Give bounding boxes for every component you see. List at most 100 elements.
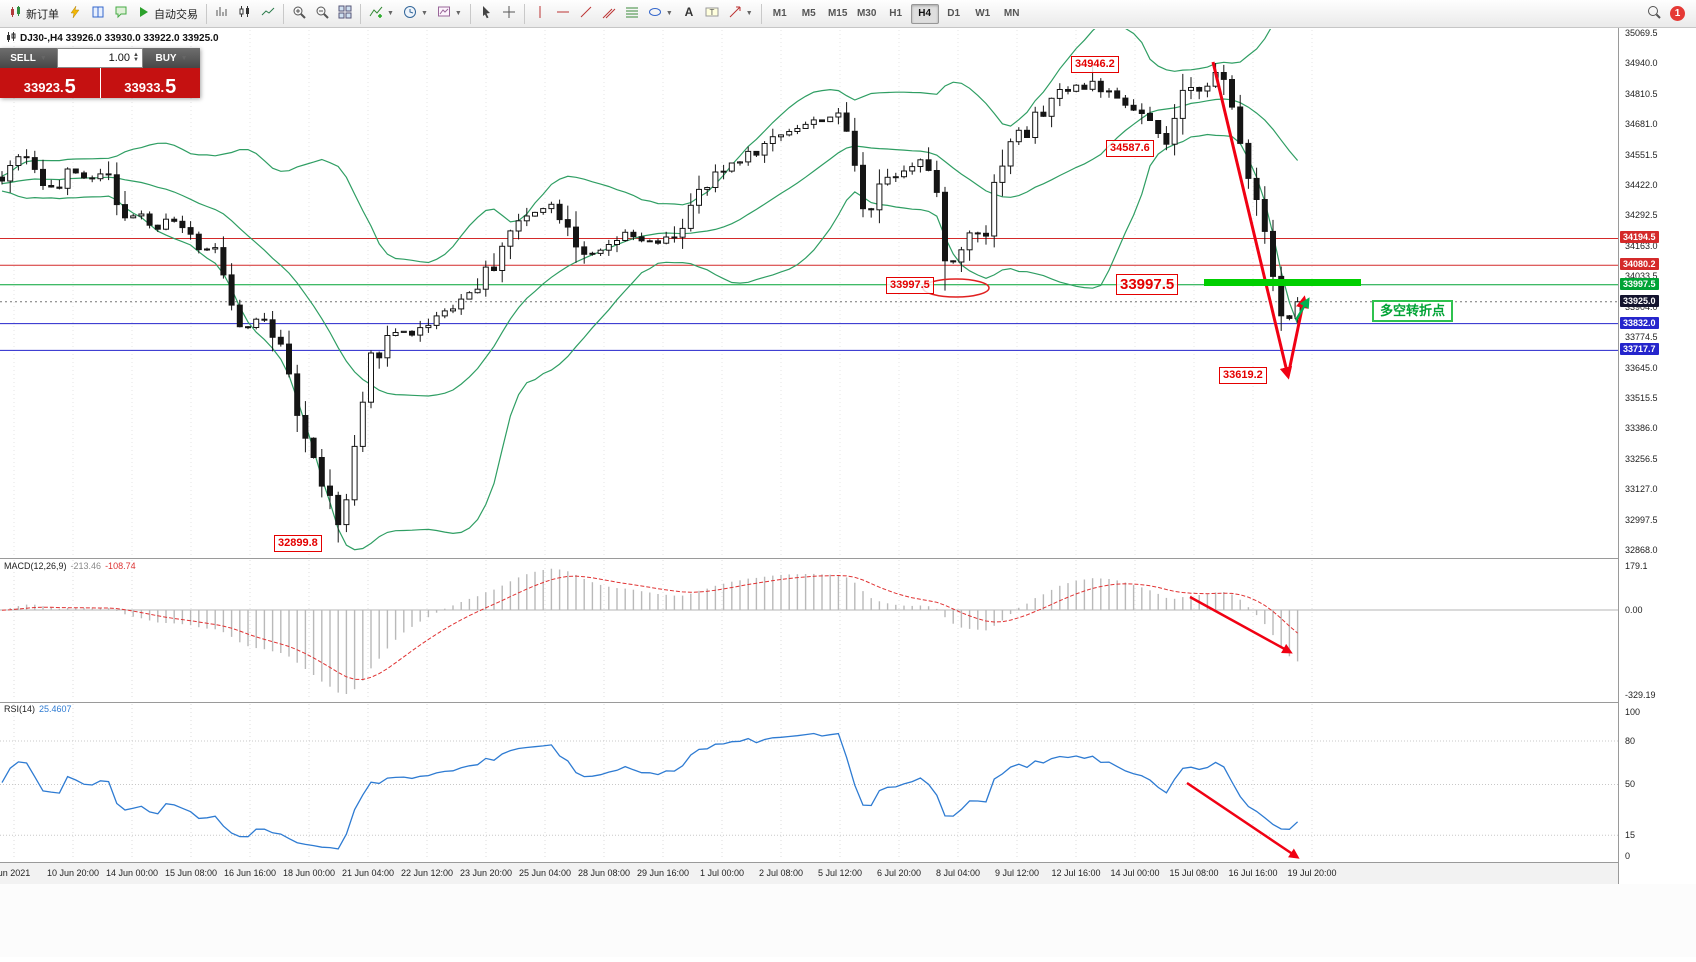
market-watch-button[interactable] [87, 3, 109, 25]
axis-tick-label: 33386.0 [1625, 423, 1658, 434]
price-annotation-bottom-low[interactable]: 32899.8 [274, 535, 322, 552]
timeframe-h4-button[interactable]: H4 [910, 3, 939, 24]
tile-windows-button[interactable] [334, 3, 356, 25]
zoom-out-button[interactable] [311, 3, 333, 25]
chevron-down-icon: ▼ [180, 54, 188, 62]
price-marker: 34080.2 [1620, 258, 1659, 271]
indicators-button[interactable]: ▼ [365, 3, 398, 25]
lightning-icon [68, 5, 82, 22]
axis-tick-label: 33127.0 [1625, 484, 1658, 495]
texta-icon: A [682, 5, 696, 22]
toolbar-separator [360, 3, 361, 24]
timeframe-w1-button[interactable]: W1 [975, 8, 991, 19]
time-tick-label: 18 Jun 00:00 [282, 868, 336, 878]
buy-price-button[interactable]: 33933. 5 [99, 68, 200, 98]
price-annotation-high[interactable]: 34946.2 [1071, 56, 1119, 73]
time-tick-label: 2 Jul 08:00 [758, 868, 804, 878]
turning-point-note[interactable]: 多空转折点 [1372, 300, 1454, 322]
time-tick-label: 6 Jul 20:00 [876, 868, 922, 878]
time-tick-label: 10 Jun 20:00 [46, 868, 100, 878]
axis-tick-label: 34681.0 [1625, 119, 1658, 130]
toolbar: 新订单 自动交易 ▼ ▼ ▼ ▼ A T ▼ M1 M5 M15 M30 H1 H4 D1 W1 MN 1 [0, 0, 1696, 28]
time-tick-label: 16 Jul 16:00 [1228, 868, 1278, 878]
axis-tick-label: 15 [1625, 830, 1636, 840]
axis-tick-label: 0 [1625, 851, 1631, 861]
axis-tick-label: 0.00 [1625, 605, 1643, 615]
price-annotation-swing-low[interactable]: 33619.2 [1219, 367, 1267, 384]
ohlc-text: DJ30-,H4 33926.0 33930.0 33922.0 33925.0 [20, 33, 219, 44]
hline-icon [556, 5, 570, 22]
price-annotation-secondary-high[interactable]: 34587.6 [1106, 140, 1154, 157]
periods-button[interactable]: ▼ [399, 3, 432, 25]
timeframe-m15-button[interactable]: M15 [827, 8, 848, 19]
panel-separator[interactable] [0, 558, 1618, 559]
timeframe-mn-button[interactable]: MN [1003, 8, 1020, 19]
axis-tick-label: 33256.5 [1625, 453, 1658, 464]
line-chart-button[interactable] [257, 3, 279, 25]
channel-button[interactable] [598, 3, 620, 25]
template-icon [437, 5, 451, 22]
toolbar-separator [469, 3, 471, 24]
label-button[interactable]: T [701, 3, 723, 25]
one-click-trading-panel: SELL ▼ 1.00 ▲ ▼ BUY ▼ 33923. 5 33933. 5 [0, 48, 200, 98]
fibonacci-button[interactable] [621, 3, 643, 25]
sell-price-button[interactable]: 33923. 5 [0, 68, 100, 98]
horizontal-line-button[interactable] [552, 3, 574, 25]
price-annotation-key-level[interactable]: 33997.5 [1116, 274, 1179, 295]
search-button[interactable] [1643, 3, 1665, 25]
trendline-button[interactable] [575, 3, 597, 25]
buy-button[interactable]: BUY ▼ [143, 48, 200, 68]
vline-icon [533, 5, 547, 22]
timeframe-m5-button[interactable]: M5 [801, 8, 816, 19]
tile-icon [338, 5, 352, 22]
sell-button[interactable]: SELL ▼ [0, 48, 57, 68]
time-tick-label: 15 Jun 08:00 [164, 868, 218, 878]
chart-title-ohlc: DJ30-,H4 33926.0 33930.0 33922.0 33925.0 [6, 32, 219, 45]
volume-input[interactable]: 1.00 ▲ ▼ [57, 48, 143, 68]
axis-tick-label: 32868.0 [1625, 544, 1658, 555]
panel-separator[interactable] [0, 702, 1618, 703]
arrows-button[interactable]: ▼ [724, 3, 757, 25]
timeframe-m1-button[interactable]: M1 [772, 8, 787, 19]
shapes-button[interactable]: ▼ [644, 3, 677, 25]
crosshair-icon [502, 5, 516, 22]
zoom-in-button[interactable] [288, 3, 310, 25]
axis-tick-label: 179.1 [1625, 561, 1648, 571]
axis-tick-label: 34033.5 [1625, 271, 1658, 282]
time-axis[interactable]: un 2021 10 Jun 20:00 14 Jun 00:00 15 Jun 08… [0, 862, 1618, 884]
bar-chart-button[interactable] [211, 3, 233, 25]
axis-tick-label: 34163.0 [1625, 240, 1658, 251]
auto-trading-button[interactable]: 自动交易 [133, 3, 202, 25]
timeframe-h1-button[interactable]: H1 [889, 8, 903, 19]
one-click-trading-button[interactable] [64, 3, 86, 25]
cursor-button[interactable] [475, 3, 497, 25]
timeframe-m30-button[interactable]: M30 [856, 8, 877, 19]
vertical-line-button[interactable] [529, 3, 551, 25]
notification-badge[interactable]: 1 [1670, 6, 1685, 21]
candle-chart-button[interactable] [234, 3, 256, 25]
axis-tick-label: 100 [1625, 707, 1641, 717]
time-tick-label: 14 Jun 00:00 [105, 868, 159, 878]
price-marker: 33925.0 [1620, 294, 1659, 307]
chart-icon [6, 32, 16, 45]
price-annotation-circled-level[interactable]: 33997.5 [886, 277, 934, 294]
timeframe-d1-button[interactable]: D1 [947, 8, 961, 19]
time-tick-label: 29 Jun 16:00 [636, 868, 690, 878]
candles-icon [238, 5, 252, 22]
volume-stepper[interactable]: ▲ ▼ [133, 52, 139, 63]
price-marker: 33832.0 [1620, 316, 1659, 329]
time-tick-label: 8 Jul 04:00 [935, 868, 981, 878]
axis-tick-label: 34422.0 [1625, 180, 1658, 191]
price-axis[interactable]: 35069.5 34940.0 34810.5 34681.0 34551.5 34422… [1618, 28, 1696, 884]
new-order-button[interactable]: 新订单 [5, 3, 63, 25]
barschart-icon [215, 5, 229, 22]
text-button[interactable]: A [678, 3, 700, 25]
time-tick-label: 12 Jul 16:00 [1051, 868, 1101, 878]
chat-button[interactable] [110, 3, 132, 25]
axis-tick-label: 34292.5 [1625, 210, 1658, 221]
templates-button[interactable]: ▼ [433, 3, 466, 25]
time-tick-label: 16 Jun 16:00 [223, 868, 277, 878]
crosshair-button[interactable] [498, 3, 520, 25]
pivot-level-bar[interactable] [1204, 279, 1361, 286]
